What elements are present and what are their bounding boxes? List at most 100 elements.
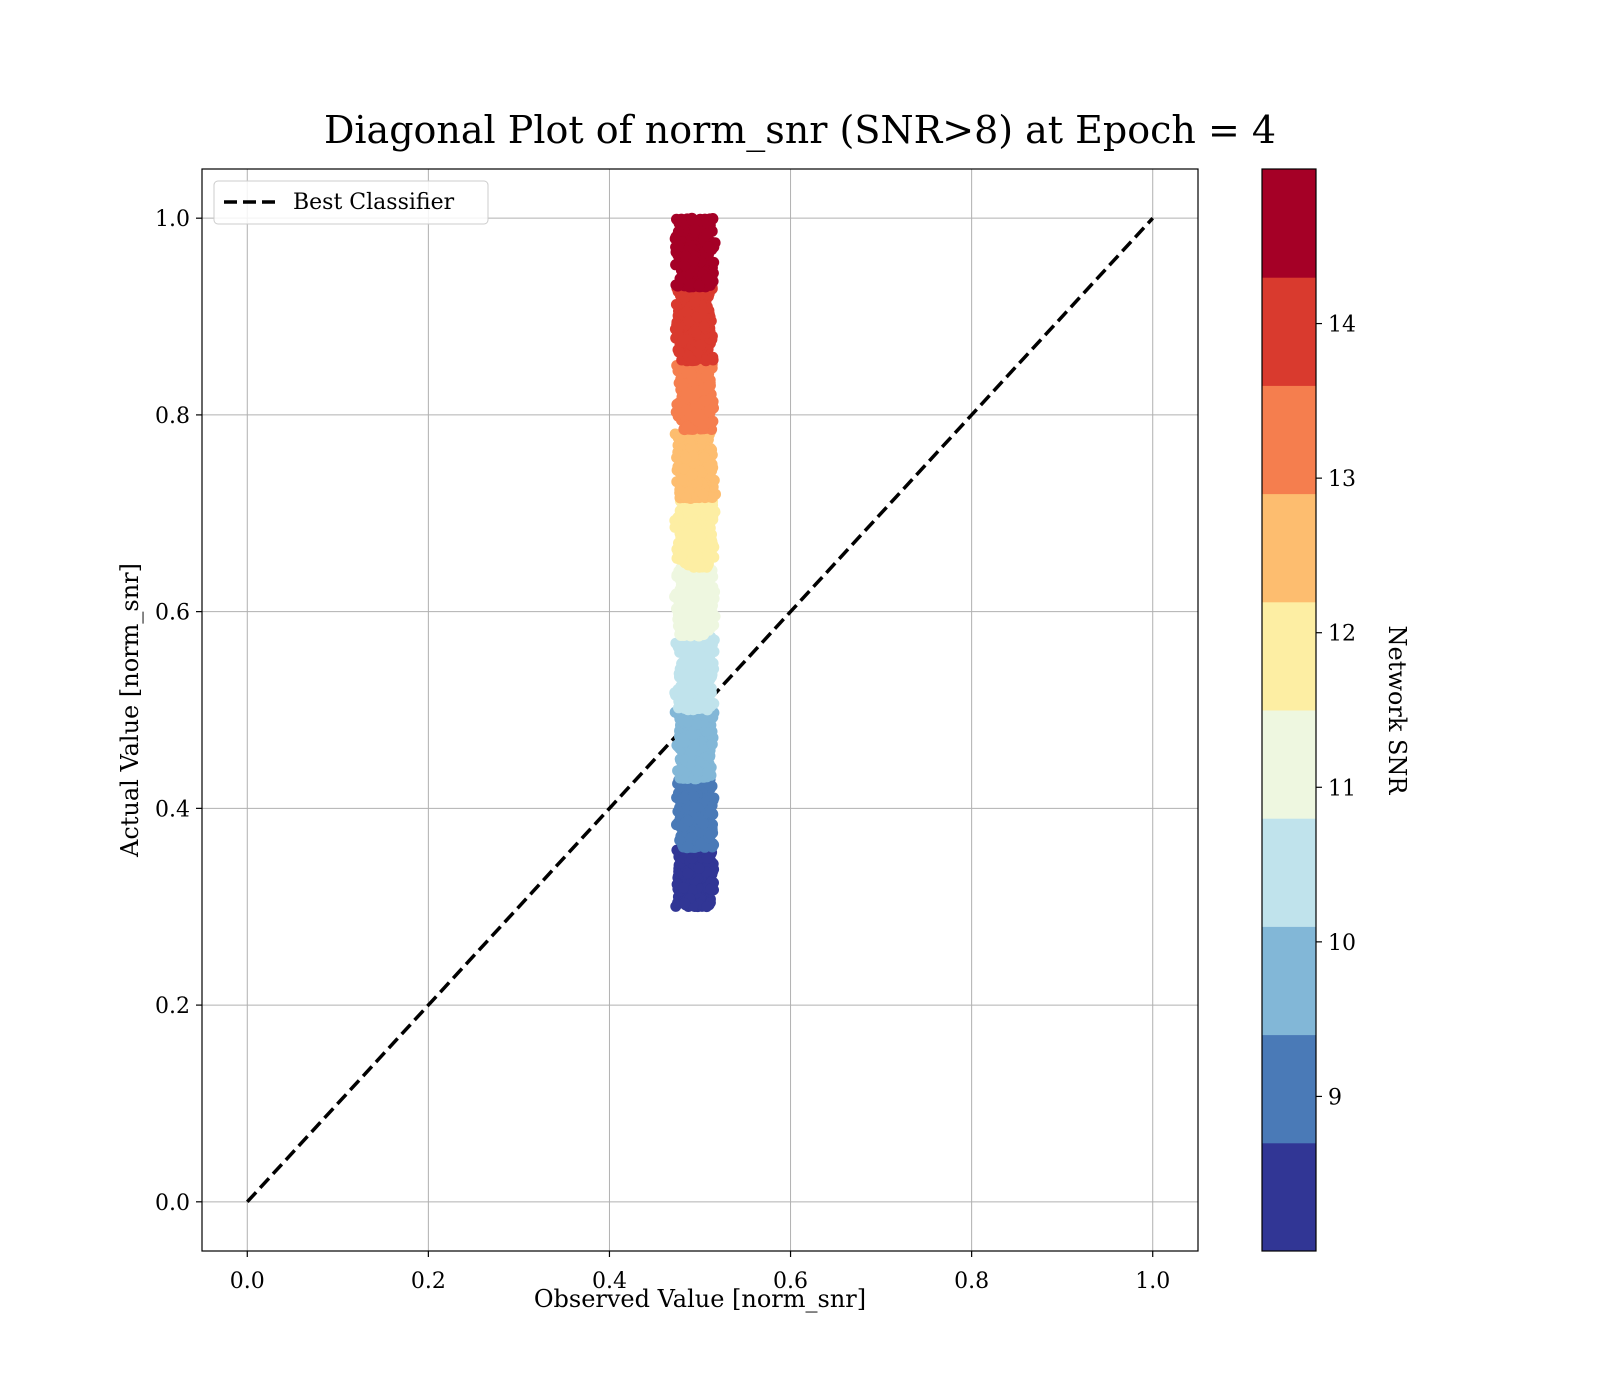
chart-title: Diagonal Plot of norm_snr (SNR>8) at Epo…	[324, 108, 1276, 153]
data-point	[679, 754, 691, 766]
data-point	[693, 756, 705, 768]
colorbar-segment	[1262, 493, 1316, 603]
x-tick-label: 0.4	[592, 1269, 627, 1294]
data-point	[697, 489, 709, 500]
y-axis-ticks: 0.0 0.2 0.4 0.6 0.8 1.0	[155, 207, 202, 1216]
data-point	[689, 802, 701, 813]
data-point	[673, 764, 685, 776]
x-tick-label: 1.0	[1135, 1269, 1170, 1294]
colorbar-segment	[1262, 601, 1316, 711]
data-point	[672, 322, 684, 334]
legend-box	[213, 180, 489, 225]
data-point	[706, 738, 718, 750]
data-point	[670, 259, 682, 271]
data-point	[673, 346, 685, 358]
colorbar-segment	[1262, 1142, 1316, 1252]
data-point	[700, 355, 712, 367]
data-point	[695, 339, 707, 351]
colorbar-tick-label: 9	[1328, 1085, 1342, 1110]
data-point	[696, 681, 707, 692]
data-point	[670, 279, 682, 291]
data-point	[691, 560, 703, 572]
data-point	[678, 792, 690, 804]
x-axis-label: Observed Value [norm_snr]	[534, 1285, 866, 1313]
data-point	[701, 852, 713, 864]
data-point	[689, 296, 701, 308]
colorbar-segment	[1262, 277, 1316, 386]
data-point	[677, 882, 689, 894]
data-point	[690, 552, 702, 564]
data-point	[701, 551, 713, 563]
plot-frame	[201, 168, 1199, 1252]
y-tick-label: 1.0	[155, 207, 190, 232]
data-point	[677, 379, 688, 391]
colorbar-tick-label: 11	[1328, 776, 1356, 801]
colorbar-segment	[1262, 169, 1316, 278]
data-point	[688, 790, 700, 802]
data-point	[690, 326, 702, 338]
data-point	[688, 255, 700, 267]
colorbar-tick-label: 14	[1328, 313, 1356, 338]
data-point	[687, 468, 699, 480]
data-point	[701, 502, 713, 514]
data-point	[680, 453, 692, 465]
data-point	[670, 299, 682, 310]
data-point	[688, 740, 700, 752]
data-point	[680, 250, 691, 262]
data-point	[679, 259, 691, 271]
colorbar-segment	[1262, 710, 1316, 819]
data-point	[708, 698, 720, 710]
data-point	[679, 616, 691, 628]
colorbar-frame	[1261, 168, 1317, 1252]
data-point	[672, 511, 684, 523]
x-tick-label: 0.6	[773, 1269, 808, 1294]
x-axis-ticks: 0.0 0.2 0.4 0.6 0.8 1.0	[230, 1251, 1170, 1294]
data-point	[701, 901, 713, 913]
data-point	[687, 728, 698, 740]
data-point	[677, 474, 689, 486]
colorbar	[1262, 169, 1316, 1252]
data-point	[706, 492, 718, 503]
data-point	[680, 582, 691, 594]
data-point	[701, 273, 713, 285]
colorbar-segment	[1262, 818, 1316, 927]
data-point	[693, 409, 705, 420]
data-point	[695, 838, 707, 850]
data-point	[702, 369, 714, 381]
data-point	[672, 240, 684, 252]
data-point	[674, 834, 686, 846]
data-point	[680, 404, 692, 416]
data-point	[683, 506, 694, 518]
data-point	[677, 334, 689, 346]
data-point	[690, 522, 702, 534]
data-point	[686, 355, 698, 367]
colorbar-tick-label: 10	[1328, 931, 1356, 956]
colorbar-label: Network SNR	[1383, 626, 1411, 796]
colorbar-tick-label: 12	[1328, 622, 1356, 647]
data-point	[697, 304, 709, 316]
colorbar-ticks: 9 10 11 12 13 14	[1316, 313, 1356, 1110]
data-point	[681, 841, 693, 853]
data-point	[699, 395, 711, 407]
data-point	[697, 422, 709, 434]
data-point	[679, 897, 691, 909]
data-point	[698, 321, 710, 332]
y-tick-label: 0.0	[155, 1191, 190, 1216]
colorbar-segment	[1262, 385, 1316, 495]
data-point	[689, 663, 701, 675]
data-point	[702, 380, 714, 392]
data-point	[680, 492, 692, 503]
y-tick-label: 0.6	[155, 601, 190, 626]
data-point	[701, 228, 713, 240]
colorbar-tick-label: 13	[1328, 467, 1356, 492]
y-axis-label: Actual Value [norm_snr]	[116, 563, 144, 858]
data-point	[678, 463, 690, 475]
data-point	[679, 669, 691, 681]
legend-label-best-classifier: Best Classifier	[293, 190, 455, 215]
data-point	[705, 828, 717, 840]
data-point	[705, 883, 717, 895]
scatter-points	[669, 212, 721, 913]
y-tick-label: 0.2	[155, 994, 190, 1019]
